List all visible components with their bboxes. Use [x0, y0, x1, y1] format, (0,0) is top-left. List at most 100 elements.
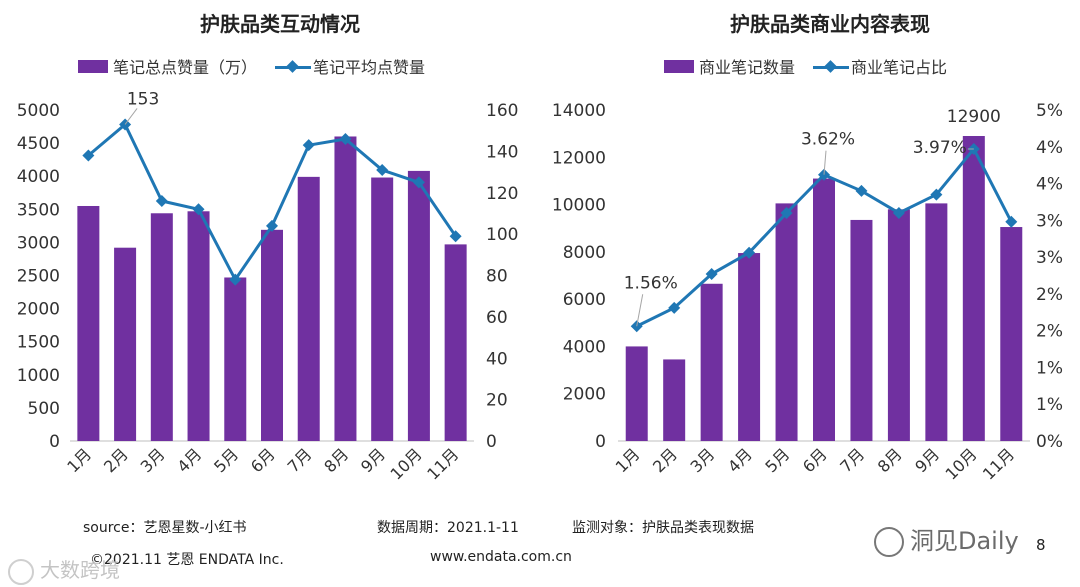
chart1-bar: [334, 136, 357, 442]
chart2-x-tick: 5月: [761, 444, 793, 476]
chart2-bar: [925, 203, 948, 441]
chart2-y-left-tick: 10000: [552, 196, 606, 216]
chart1-y-right-tick: 120: [486, 184, 518, 204]
chart2-bar: [850, 219, 873, 441]
chart2-line-point: [1005, 215, 1018, 228]
chart1-y-left-tick: 1000: [17, 366, 60, 386]
chart1-y-right-tick: 140: [486, 142, 518, 162]
chart1-line-point: [376, 163, 389, 176]
page-number: 8: [1036, 536, 1046, 554]
chart1-y-right-tick: 60: [486, 308, 508, 328]
chart1-y-left-tick: 4500: [17, 134, 60, 154]
chart2-legend: 商业笔记数量 商业笔记占比: [664, 54, 947, 78]
chart2-bar: [625, 346, 648, 441]
watermark-left: 大数跨境: [8, 554, 120, 585]
chart1-y-right-tick: 0: [486, 432, 497, 452]
chart1-x-tick: 3月: [137, 444, 169, 476]
chart1-line-point: [82, 149, 95, 162]
chart1-bar: [187, 211, 210, 441]
chart2-line-point: [743, 246, 756, 259]
website-url: www.endata.com.cn: [430, 549, 572, 565]
chart2-x-tick: 6月: [799, 444, 831, 476]
chart2-x-tick: 4月: [724, 444, 756, 476]
chart2-line-point: [930, 188, 943, 201]
chart1-y-left-tick: 0: [49, 432, 60, 452]
chart2-y-left-tick: 0: [595, 432, 606, 452]
chart2-bar: [813, 178, 835, 442]
chart2-y-right-tick: 5%: [1036, 101, 1063, 121]
chart1-line-point: [412, 176, 425, 189]
chart2-annotation-leader: [636, 294, 644, 327]
monitor-target: 监测对象：护肤品类表现数据: [572, 520, 754, 536]
data-period: 数据周期：2021.1-11: [377, 520, 519, 536]
chart1-x-tick: 1月: [63, 444, 95, 476]
chart1-bar: [261, 229, 283, 441]
chart1-x-tick: 5月: [210, 444, 242, 476]
source-note: source：艺恩星数-小红书: [83, 520, 247, 536]
chart2-data-label: 3.97%: [913, 138, 967, 158]
chart2-bar: [962, 136, 985, 441]
chart1-line-point: [192, 203, 205, 216]
chart2-y-right-tick: 3%: [1036, 248, 1063, 268]
chart2-x-tick: 9月: [911, 444, 943, 476]
chart2-y-right-tick: 3%: [1036, 211, 1063, 231]
chart1-bar: [224, 277, 247, 441]
chart1-line-point: [339, 132, 352, 145]
chart2-data-label: 3.62%: [801, 130, 855, 150]
chart1-line-point: [155, 195, 168, 208]
chart1-x-tick: 10月: [387, 444, 426, 483]
chart1-annotation-leader: [124, 108, 138, 125]
chart2-x-tick: 1月: [612, 444, 644, 476]
chart1-y-left-tick: 5000: [17, 101, 60, 121]
chart2-x-tick: 3月: [687, 444, 719, 476]
chart1-line-point: [449, 230, 462, 243]
chart1-x-tick: 8月: [320, 444, 352, 476]
chart2-y-right-tick: 0%: [1036, 432, 1063, 452]
chart2-x-tick: 8月: [874, 444, 906, 476]
chart2-annotation-leader: [823, 150, 827, 175]
chart1-line-point: [266, 219, 278, 232]
chart2-y-right-tick: 1%: [1036, 358, 1063, 378]
chart1-bar: [407, 170, 430, 442]
chart2-bar: [887, 209, 910, 441]
chart1-bar: [297, 176, 320, 441]
chart1-y-left-tick: 4000: [17, 167, 60, 187]
chart1-line-point: [229, 273, 242, 286]
chart1-bar: [444, 244, 467, 441]
chart1-legend: 笔记总点赞量（万） 笔记平均点赞量: [78, 54, 425, 78]
watermark-right-text: 洞见Daily: [910, 527, 1019, 555]
chart1-y-left-tick: 3000: [17, 233, 60, 253]
chart1-y-right-tick: 100: [486, 225, 518, 245]
chart2-y-left-tick: 6000: [563, 290, 606, 310]
chart1-legend-line-label: 笔记平均点赞量: [313, 58, 426, 77]
chart2-x-tick: 11月: [979, 444, 1018, 483]
chart2-legend-bar-label: 商业笔记数量: [699, 58, 796, 77]
chart1-y-left-tick: 1500: [17, 333, 60, 353]
chart2-x-tick: 10月: [941, 444, 980, 483]
chart2-y-right-tick: 2%: [1036, 322, 1063, 342]
chart2-bar: [775, 203, 798, 441]
chart2-x-tick: 7月: [836, 444, 868, 476]
chart1-y-left-tick: 2000: [17, 300, 60, 320]
chart2-y-right-tick: 4%: [1036, 138, 1063, 158]
chart2-y-right-tick: 2%: [1036, 285, 1063, 305]
chart2-y-left-tick: 14000: [552, 101, 606, 121]
chart2-y-left-tick: 12000: [552, 148, 606, 168]
chart2-bar: [700, 283, 723, 441]
wechat-icon: [874, 527, 904, 557]
bar-legend-swatch: [78, 59, 108, 73]
chart1-y-right-tick: 40: [486, 349, 508, 369]
chart2-line-point: [892, 206, 905, 219]
chart1-y-left-tick: 2500: [17, 267, 60, 287]
chart2-line-point: [780, 206, 793, 219]
copyright: ©2021.11 艺恩 ENDATA Inc.: [90, 552, 284, 568]
chart2-x-tick: 2月: [649, 444, 681, 476]
bar-legend-swatch: [664, 59, 694, 73]
chart1-y-left-tick: 3500: [17, 200, 60, 220]
line-legend-swatch: [275, 60, 312, 73]
chart2-line-point: [855, 184, 868, 197]
chart2-title: 护肤品类商业内容表现: [730, 12, 930, 36]
chart1-x-tick: 2月: [100, 444, 132, 476]
chart1-bar: [77, 205, 100, 441]
